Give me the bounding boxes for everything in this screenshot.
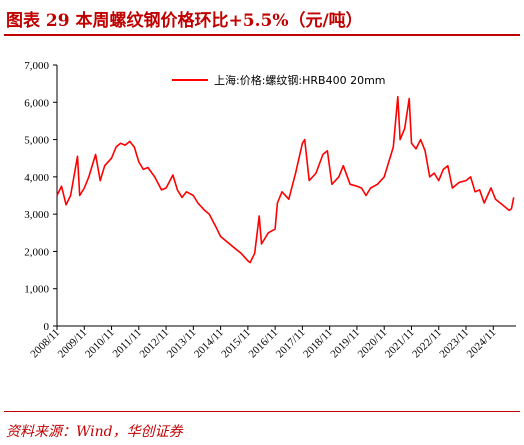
x-tick-label: 2021/11 <box>383 327 417 361</box>
x-tick-label: 2017/11 <box>274 327 308 361</box>
x-tick-label: 2023/11 <box>437 327 471 361</box>
figure-title: 图表 29 本周螺纹钢价格环比+5.5%（元/吨） <box>6 11 363 31</box>
x-tick-label: 2016/11 <box>247 327 281 361</box>
y-tick-label: 1,000 <box>24 284 49 296</box>
source-divider <box>4 411 520 412</box>
x-tick-label: 2024/11 <box>465 327 499 361</box>
x-tick-label: 2012/11 <box>137 327 171 361</box>
y-tick-label: 7,000 <box>24 60 49 72</box>
x-tick-label: 2019/11 <box>328 327 362 361</box>
y-tick-label: 0 <box>44 321 50 333</box>
legend-label: 上海:价格:螺纹钢:HRB400 20mm <box>214 73 386 87</box>
series-line <box>56 95 515 264</box>
y-tick-label: 3,000 <box>24 209 49 221</box>
title-bar: 图表 29 本周螺纹钢价格环比+5.5%（元/吨） <box>4 2 520 36</box>
x-tick-label: 2011/11 <box>111 327 144 360</box>
x-tick-label: 2020/11 <box>356 327 390 361</box>
y-tick-label: 6,000 <box>24 97 49 109</box>
x-tick-label: 2015/11 <box>219 327 253 361</box>
x-tick-label: 2009/11 <box>56 327 90 361</box>
y-tick-label: 4,000 <box>24 172 49 184</box>
x-tick-label: 2010/11 <box>83 327 117 361</box>
x-tick-label: 2022/11 <box>410 327 444 361</box>
x-tick-label: 2018/11 <box>301 327 335 361</box>
y-tick-label: 5,000 <box>24 135 49 147</box>
x-tick-label: 2013/11 <box>165 327 199 361</box>
source-note: 资料来源：Wind，华创证券 <box>6 424 183 440</box>
y-tick-label: 2,000 <box>24 246 49 258</box>
x-tick-label: 2014/11 <box>192 327 226 361</box>
line-chart: 01,0002,0003,0004,0005,0006,0007,0002008… <box>24 60 516 361</box>
